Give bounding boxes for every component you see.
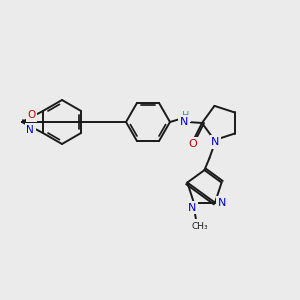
Text: N: N [188,203,196,213]
Text: N: N [195,221,203,231]
Text: N: N [26,125,34,135]
Text: N: N [180,117,188,127]
Text: O: O [27,110,35,120]
Text: H: H [182,111,190,121]
Text: N: N [211,137,220,147]
Text: CH₃: CH₃ [191,222,208,231]
Text: N: N [218,198,226,208]
Text: O: O [189,139,197,149]
